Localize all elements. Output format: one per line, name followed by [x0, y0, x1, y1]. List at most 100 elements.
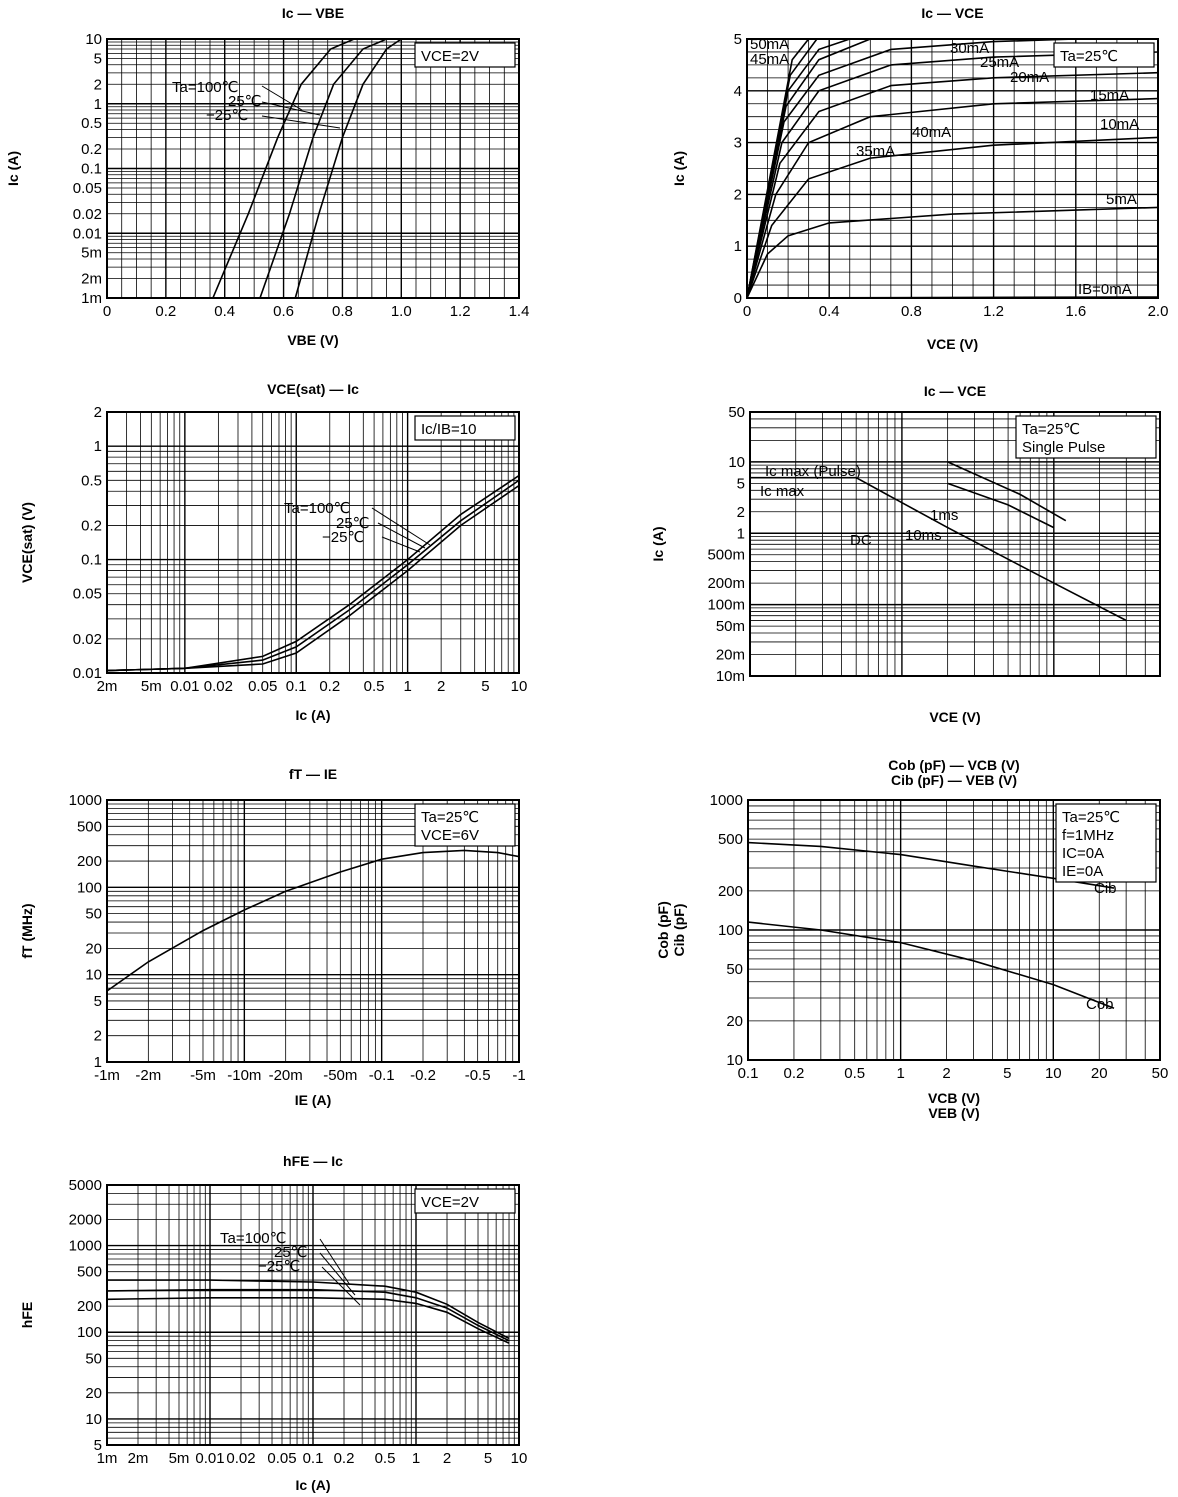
y-tick-label: 500 — [718, 831, 743, 848]
series-line-0 — [212, 39, 355, 298]
x-tick-label: 2 — [437, 678, 445, 695]
chart-vcesat_ic: 2m 5m 0.01 0.02 0.05 0.1 0.2 0.5 1 2 5 10 2 1 0.5 0.2 0.… — [19, 381, 527, 723]
x-tick-label: -5m — [190, 1067, 216, 1084]
series-line-0 — [107, 1279, 510, 1340]
series-line-1 — [259, 39, 387, 298]
series-line-1 — [748, 921, 1115, 1010]
condition-text: Ic/IB=10 — [421, 421, 476, 438]
y-tick-label: 0.2 — [81, 517, 102, 534]
series-line-2 — [747, 136, 1158, 298]
x-tick-label: 0.01 — [170, 678, 199, 695]
x-tick-label: 0.02 — [226, 1450, 255, 1467]
plot-frame — [747, 799, 1161, 1061]
condition-box — [1053, 42, 1155, 68]
series-line-3 — [747, 97, 1158, 298]
series-group — [747, 39, 1158, 298]
grid — [746, 38, 1159, 299]
annotation-label: 35mA — [856, 143, 895, 160]
chart-title: VCE(sat) — Ic — [267, 381, 359, 397]
y-tick-label: 20 — [85, 940, 102, 957]
condition-box — [1015, 415, 1157, 459]
y-tick-label: 0.5 — [81, 472, 102, 489]
x-tick-label: 0.5 — [844, 1065, 865, 1082]
y-axis-label: Ic (A) — [650, 527, 666, 562]
y-tick-label: 4 — [734, 83, 742, 100]
y-tick-label: 1000 — [710, 792, 743, 809]
y-tick-label: 2m — [81, 271, 102, 288]
annotation-label: 15mA — [1090, 87, 1129, 104]
series-line-2 — [947, 482, 1055, 529]
chart-hfe_ic: 1m 2m 5m 0.01 0.02 0.05 0.1 0.2 0.5 1 2 5 10 5000 2000… — [19, 1153, 527, 1493]
annotation-label: 30mA — [950, 40, 989, 57]
x-tick-label: 1m — [97, 1450, 118, 1467]
x-tick-label: 0.2 — [319, 678, 340, 695]
chart-title: Cob (pF) — VCB (V) — [888, 757, 1019, 773]
leader-line — [319, 1252, 356, 1296]
y-tick-label: 1000 — [69, 792, 102, 809]
y-tick-label: 10m — [716, 668, 745, 685]
x-tick-label: 2.0 — [1148, 303, 1169, 320]
leader-line — [319, 1238, 351, 1286]
series-group — [107, 1279, 510, 1344]
y-tick-label: 0.5 — [81, 115, 102, 132]
series-group — [107, 849, 519, 992]
chart-subtitle: Cib (pF) — VEB (V) — [891, 772, 1017, 788]
annotation-label: Cob — [1086, 996, 1114, 1013]
y-tick-label: 100 — [77, 1324, 102, 1341]
chart-cob_cib: 0.1 0.2 0.5 1 2 5 10 20 50 1000 500 200 100 50 20 10 Cob… — [655, 757, 1168, 1121]
series-group — [212, 39, 402, 298]
chart-ic_vce: 0 0.4 0.8 1.2 1.6 2.0 0 1 2 3 4 5 Ic — VCE VCE (V) Ic … — [671, 5, 1168, 352]
y-tick-label: 1 — [737, 525, 745, 542]
y-tick-label: 0.01 — [73, 665, 102, 682]
x-tick-label: 0.2 — [334, 1450, 355, 1467]
leader-line — [261, 85, 303, 111]
grid — [106, 411, 520, 674]
grid — [749, 411, 1161, 677]
x-axis-label: IE (A) — [295, 1092, 332, 1108]
x-axis-label: VCE (V) — [929, 709, 980, 725]
annotation-label: 20mA — [1010, 69, 1049, 86]
series-group — [107, 474, 519, 672]
y-tick-label: 1m — [81, 290, 102, 307]
y-tick-label: 1 — [94, 1054, 102, 1071]
y-tick-label: 0.1 — [81, 552, 102, 569]
x-tick-label: -20m — [269, 1067, 303, 1084]
x-tick-label: 2 — [443, 1450, 451, 1467]
condition-box — [414, 1188, 516, 1214]
x-tick-label: 0.4 — [214, 303, 235, 320]
x-tick-label: 5 — [484, 1450, 492, 1467]
x-tick-label: 0.05 — [267, 1450, 296, 1467]
leader-line — [377, 522, 426, 549]
series-line-10 — [747, 39, 810, 298]
y-tick-label: 0.02 — [73, 631, 102, 648]
x-tick-label: 2m — [97, 678, 118, 695]
x-tick-label: 0.6 — [273, 303, 294, 320]
x-tick-label: 0.1 — [286, 678, 307, 695]
y-tick-label: 2 — [94, 404, 102, 421]
annotation-label: 10ms — [905, 527, 942, 544]
x-axis-label: VCE (V) — [927, 336, 978, 352]
leader-line — [371, 507, 431, 546]
x-tick-label: 5m — [169, 1450, 190, 1467]
x-tick-label: 0.1 — [738, 1065, 759, 1082]
annotation-label: 5mA — [1106, 191, 1137, 208]
y-tick-label: 5 — [94, 50, 102, 67]
x-tick-label: 1 — [896, 1065, 904, 1082]
x-tick-label: -1 — [512, 1067, 525, 1084]
y-tick-label: 200 — [77, 853, 102, 870]
y-tick-label: 50 — [85, 906, 102, 923]
x-tick-label: 5 — [481, 678, 489, 695]
y-tick-label: 3 — [734, 135, 742, 152]
y-tick-label: 5m — [81, 245, 102, 262]
y-tick-label: 500 — [77, 818, 102, 835]
y-tick-label: 10 — [85, 1411, 102, 1428]
y-axis-label: hFE — [19, 1302, 35, 1328]
series-line-0 — [750, 476, 1127, 622]
y-tick-label: 50 — [85, 1350, 102, 1367]
plot-frame — [106, 799, 520, 1063]
series-line-1 — [947, 461, 1067, 522]
annotation-label: Ta=100℃ — [220, 1230, 286, 1247]
y-tick-label: 2 — [737, 504, 745, 521]
y-tick-label: 0.01 — [73, 225, 102, 242]
chart-soa: 50 10 5 2 1 500m 200m 100m 50m 20m 10m Ic — VCE VCE … — [650, 383, 1161, 725]
